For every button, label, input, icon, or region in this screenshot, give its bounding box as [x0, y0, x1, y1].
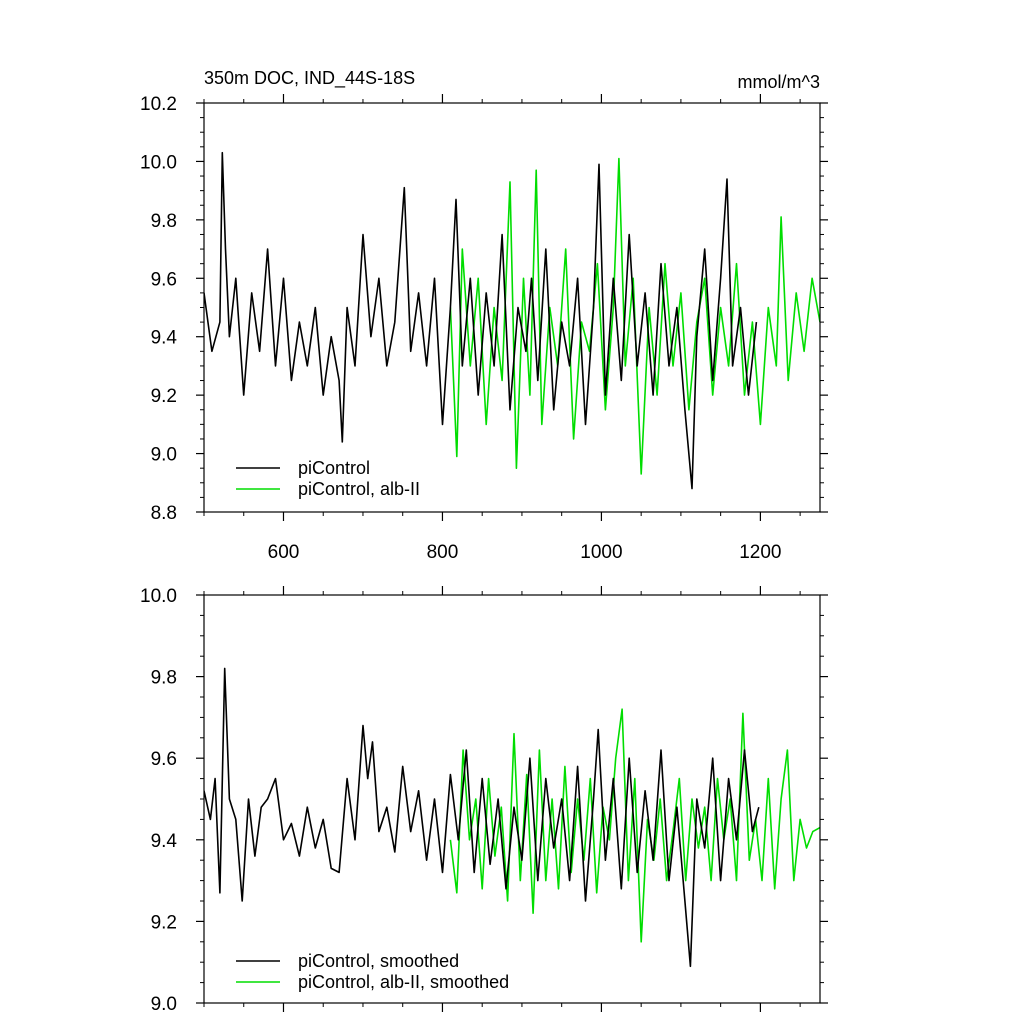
y-tick-label: 10.2: [140, 94, 177, 115]
series-line-1: [204, 151, 758, 490]
panel-title: 350m DOC, IND_44S-18S: [204, 68, 415, 89]
plot-frame: [203, 102, 821, 513]
top-panel: 8.8 9.0 9.2 9.4 9.6 9.8 10.0 10.2 600 800 1000 1200…: [140, 94, 828, 563]
series-line-2: [449, 708, 820, 943]
y-tick-label: 9.2: [151, 912, 177, 933]
y-tick-label: 9.8: [151, 668, 177, 689]
y-tick-label: 9.2: [151, 386, 177, 407]
legend-label: piControl, smoothed: [298, 951, 459, 971]
x-tick-label: 800: [427, 542, 459, 563]
y-tick-label: 9.6: [151, 269, 177, 290]
y-tick-label: 9.0: [151, 994, 177, 1015]
legend-label: piControl: [298, 458, 370, 478]
series-line-2: [449, 157, 820, 475]
y-tick-label: 9.4: [151, 831, 178, 852]
legend-label: piControl, alb-II: [298, 479, 420, 499]
y-tick-label: 9.4: [151, 328, 178, 349]
y-tick-label: 8.8: [151, 503, 177, 524]
legend-label: piControl, alb-II, smoothed: [298, 972, 509, 992]
y-tick-label: 9.8: [151, 211, 177, 232]
y-tick-label: 10.0: [140, 586, 177, 607]
x-tick-label: 600: [268, 542, 300, 563]
y-tick-label: 9.6: [151, 749, 177, 770]
x-tick-label: 1000: [580, 542, 622, 563]
series-line-1: [204, 667, 760, 968]
x-tick-label: 1200: [739, 542, 781, 563]
units-label: mmol/m^3: [738, 72, 820, 92]
bottom-panel: 9.0 9.2 9.4 9.6 9.8 10.0 piControl, smoothedpi…: [140, 586, 828, 1015]
y-tick-label: 10.0: [140, 152, 177, 173]
y-tick-label: 9.0: [151, 445, 177, 466]
